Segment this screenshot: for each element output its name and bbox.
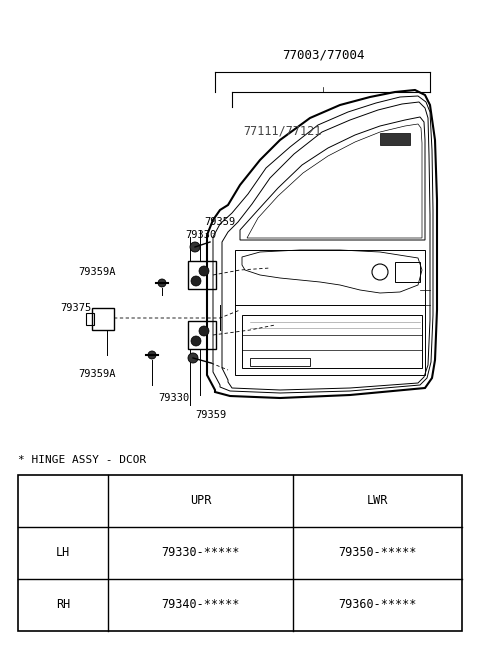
Bar bbox=[86, 313, 94, 325]
Text: * HINGE ASSY - DCOR: * HINGE ASSY - DCOR bbox=[18, 455, 146, 465]
Text: 79359A: 79359A bbox=[78, 267, 116, 277]
Text: 79330: 79330 bbox=[158, 393, 189, 403]
Bar bbox=[188, 261, 216, 289]
Text: 79330: 79330 bbox=[185, 230, 216, 240]
Circle shape bbox=[199, 266, 209, 276]
Circle shape bbox=[158, 279, 166, 287]
Text: 79330-*****: 79330-***** bbox=[161, 547, 240, 560]
Circle shape bbox=[191, 336, 201, 346]
Bar bbox=[188, 321, 216, 349]
Text: 79359: 79359 bbox=[204, 217, 235, 227]
Text: 79375: 79375 bbox=[60, 303, 91, 313]
Text: LH: LH bbox=[56, 547, 70, 560]
Text: 79359A: 79359A bbox=[78, 369, 116, 379]
Circle shape bbox=[190, 242, 200, 252]
Circle shape bbox=[188, 353, 198, 363]
Text: UPR: UPR bbox=[190, 495, 211, 507]
Text: LWR: LWR bbox=[367, 495, 388, 507]
Bar bbox=[92, 308, 114, 330]
Text: RH: RH bbox=[56, 599, 70, 612]
Circle shape bbox=[148, 351, 156, 359]
Bar bbox=[395, 262, 420, 282]
Text: 77003/77004: 77003/77004 bbox=[282, 49, 364, 62]
Text: 77111/77121: 77111/77121 bbox=[243, 124, 322, 137]
Bar bbox=[18, 475, 462, 631]
Bar bbox=[380, 133, 410, 145]
Text: 79340-*****: 79340-***** bbox=[161, 599, 240, 612]
Circle shape bbox=[199, 326, 209, 336]
Bar bbox=[250, 358, 310, 366]
Text: 79360-*****: 79360-***** bbox=[338, 599, 417, 612]
Text: 79350-*****: 79350-***** bbox=[338, 547, 417, 560]
Text: 79359: 79359 bbox=[195, 410, 226, 420]
Circle shape bbox=[191, 276, 201, 286]
